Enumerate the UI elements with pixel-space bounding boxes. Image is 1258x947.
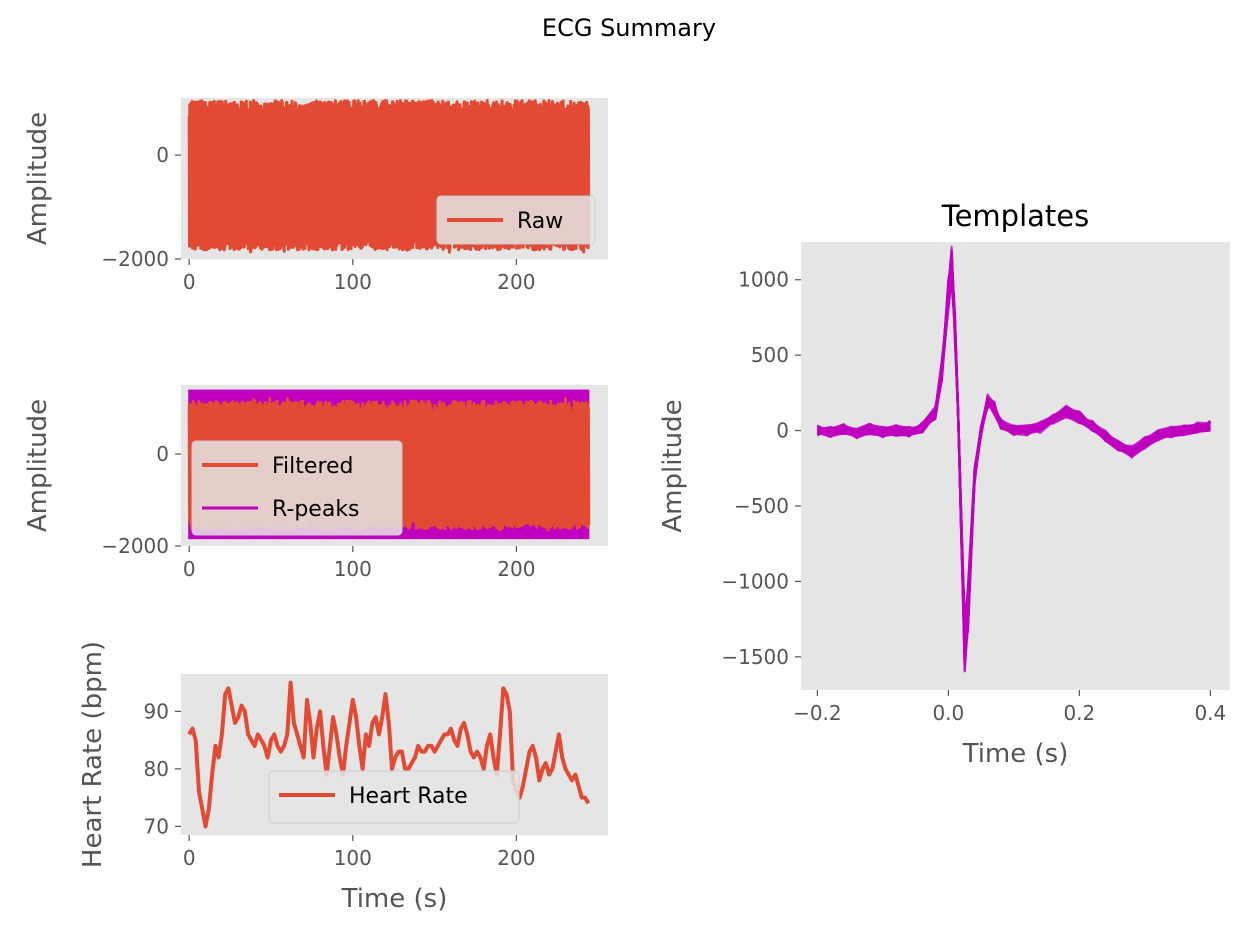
templates-xtick-label: 0.4 <box>1194 701 1226 725</box>
filtered-ylabel: Amplitude <box>23 399 53 532</box>
heart-rate-line <box>187 680 591 829</box>
filtered-ytick-label: −2000 <box>101 534 169 558</box>
raw-legend-box <box>436 195 596 245</box>
template-line <box>817 283 1211 621</box>
legend-label: Raw <box>517 209 563 234</box>
legend-label: R-peaks <box>272 497 360 522</box>
raw-series-group <box>187 99 591 254</box>
heart_rate-xtick-label: 200 <box>497 846 535 870</box>
raw-signal-line <box>187 99 591 254</box>
legend-label: Heart Rate <box>349 784 468 809</box>
figure-title: ECG Summary <box>541 14 717 42</box>
filtered-legend: Filtered R-peaks <box>191 440 403 536</box>
templates-title: Templates <box>941 199 1089 233</box>
templates-ytick-label: 500 <box>751 343 789 367</box>
templates-xtick-label: 0.0 <box>932 701 964 725</box>
raw-xtick-label: 200 <box>497 270 535 294</box>
templates-ylabel: Amplitude <box>658 399 688 532</box>
templates-series-group <box>816 245 1212 673</box>
templates-ytick-label: 1000 <box>738 268 789 292</box>
raw-xtick-label: 100 <box>334 270 372 294</box>
legend-label: Filtered <box>272 454 354 479</box>
heart-rate-panel: 0 100 200 70 80 90 Time (s) Heart Rate (bpm) Hea… <box>78 641 608 914</box>
raw-ytick-label: 0 <box>156 143 169 167</box>
raw-ylabel: Amplitude <box>23 112 53 245</box>
heart_rate-ylabel: Heart Rate (bpm) <box>78 641 108 868</box>
templates-ytick-label: −1000 <box>721 569 789 593</box>
heart_rate-ytick-label: 80 <box>144 757 169 781</box>
templates-ytick-label: 0 <box>776 419 789 443</box>
heart_rate-legend-box <box>268 770 520 824</box>
templates-xtick-label: −0.2 <box>793 701 842 725</box>
templates-panel: −0.2 0.0 0.2 0.4 −1500 −1000 −500 0 500 1000 Time … <box>658 199 1230 769</box>
filtered-xtick-label: 100 <box>334 557 372 581</box>
templates-ytick-label: −500 <box>734 494 789 518</box>
templates-ytick-label: −1500 <box>721 645 789 669</box>
heart_rate-legend: Heart Rate <box>268 770 520 824</box>
heart_rate-xlabel: Time (s) <box>341 884 448 914</box>
heart_rate-ytick-label: 70 <box>144 814 169 838</box>
filtered-signal-panel: 0 100 200 −2000 0 Amplitude Filtered R-peaks <box>23 385 608 581</box>
heart_rate-series-group <box>187 680 591 829</box>
heart_rate-xtick-label: 0 <box>183 846 196 870</box>
raw-xtick-label: 0 <box>183 270 196 294</box>
templates-xlabel: Time (s) <box>962 739 1069 769</box>
heart_rate-ytick-label: 90 <box>144 699 169 723</box>
templates-xtick-label: 0.2 <box>1063 701 1095 725</box>
filtered-xtick-label: 0 <box>183 557 196 581</box>
heart_rate-xtick-label: 100 <box>334 846 372 870</box>
filtered-ytick-label: 0 <box>156 442 169 466</box>
templates-plot-area <box>801 242 1230 690</box>
raw-signal-panel: 0 100 200 −2000 0 Amplitude Raw <box>23 98 608 294</box>
raw-legend: Raw <box>436 195 596 245</box>
filtered-xtick-label: 200 <box>497 557 535 581</box>
raw-ytick-label: −2000 <box>101 247 169 271</box>
